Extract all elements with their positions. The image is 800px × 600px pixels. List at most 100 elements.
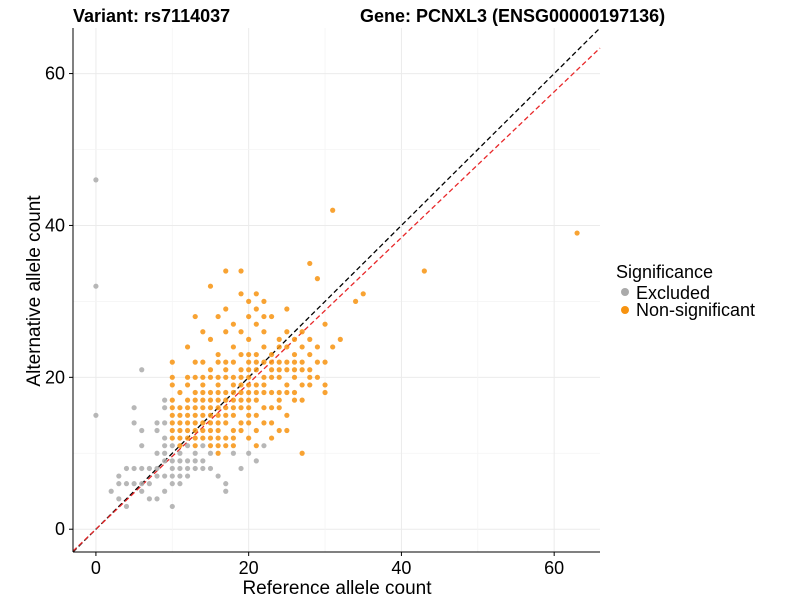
point-excluded — [131, 481, 137, 487]
point-non-significant — [215, 427, 221, 434]
point-non-significant — [192, 397, 198, 403]
point-non-significant — [230, 321, 236, 327]
point-non-significant — [215, 359, 221, 365]
point-non-significant — [184, 397, 191, 403]
point-non-significant — [246, 359, 252, 365]
point-non-significant — [215, 443, 221, 449]
point-non-significant — [253, 367, 259, 373]
point-non-significant — [238, 351, 244, 358]
point-non-significant — [230, 412, 236, 418]
point-non-significant — [261, 313, 267, 320]
point-non-significant — [253, 427, 259, 434]
point-non-significant — [284, 329, 290, 335]
point-excluded — [169, 465, 175, 472]
point-non-significant — [207, 412, 214, 418]
point-excluded — [154, 420, 160, 426]
point-non-significant — [299, 359, 305, 365]
point-excluded — [154, 473, 160, 479]
y-axis-label: Alternative allele count — [24, 195, 45, 387]
point-non-significant — [192, 359, 198, 365]
point-non-significant — [314, 344, 321, 350]
point-non-significant — [268, 389, 275, 396]
point-non-significant — [253, 359, 259, 365]
point-non-significant — [322, 382, 328, 388]
point-non-significant — [184, 374, 191, 380]
point-non-significant — [276, 367, 282, 373]
point-non-significant — [261, 374, 267, 380]
point-excluded — [162, 420, 168, 426]
point-non-significant — [253, 389, 259, 396]
point-non-significant — [207, 420, 214, 426]
point-non-significant — [177, 443, 183, 449]
point-non-significant — [184, 412, 191, 418]
point-non-significant — [284, 359, 290, 365]
point-non-significant — [223, 435, 229, 441]
point-non-significant — [246, 397, 252, 403]
point-non-significant — [238, 329, 244, 335]
point-non-significant — [246, 382, 252, 388]
point-non-significant — [246, 351, 252, 358]
point-non-significant — [261, 359, 267, 365]
point-excluded — [108, 488, 114, 494]
point-excluded — [131, 465, 137, 472]
point-excluded — [162, 488, 168, 494]
point-excluded — [192, 465, 198, 472]
point-non-significant — [253, 291, 259, 297]
point-excluded — [215, 473, 221, 479]
point-excluded — [177, 465, 183, 472]
point-non-significant — [207, 427, 214, 434]
point-excluded — [207, 465, 214, 472]
point-non-significant — [299, 450, 305, 456]
point-excluded — [162, 450, 168, 456]
point-non-significant — [207, 283, 214, 289]
point-non-significant — [215, 397, 221, 403]
point-non-significant — [307, 382, 313, 388]
point-non-significant — [192, 412, 198, 418]
point-non-significant — [261, 382, 267, 388]
point-non-significant — [230, 344, 236, 350]
legend-label-non-significant: Non-significant — [636, 300, 755, 320]
y-tick-label: 0 — [55, 519, 65, 539]
point-non-significant — [184, 427, 191, 434]
point-excluded — [223, 488, 229, 494]
x-tick-label: 60 — [544, 558, 564, 578]
point-non-significant — [223, 268, 229, 274]
point-non-significant — [246, 313, 252, 320]
point-excluded — [116, 481, 122, 487]
point-non-significant — [200, 374, 206, 380]
point-excluded — [192, 450, 198, 456]
point-excluded — [139, 481, 145, 487]
point-non-significant — [169, 420, 175, 426]
point-non-significant — [246, 405, 252, 411]
point-non-significant — [215, 389, 221, 396]
point-non-significant — [299, 344, 305, 350]
point-excluded — [146, 496, 152, 502]
point-non-significant — [299, 367, 305, 373]
point-non-significant — [177, 412, 183, 418]
point-excluded — [162, 458, 168, 464]
point-non-significant — [207, 367, 214, 373]
point-excluded — [246, 450, 252, 456]
point-excluded — [169, 503, 175, 510]
point-non-significant — [322, 321, 328, 327]
title-gene: Gene: PCNXL3 (ENSG00000197136) — [360, 6, 665, 26]
point-non-significant — [276, 389, 282, 396]
point-non-significant — [284, 412, 290, 418]
point-non-significant — [238, 427, 244, 434]
point-excluded — [238, 465, 244, 472]
point-non-significant — [200, 420, 206, 426]
point-non-significant — [268, 374, 275, 380]
point-excluded — [162, 473, 168, 479]
point-non-significant — [215, 374, 221, 380]
point-excluded — [146, 481, 152, 487]
point-non-significant — [284, 367, 290, 373]
point-non-significant — [238, 268, 244, 274]
point-non-significant — [200, 397, 206, 403]
point-non-significant — [200, 405, 206, 411]
point-excluded — [184, 458, 191, 464]
point-non-significant — [284, 389, 290, 396]
point-non-significant — [268, 359, 275, 365]
point-non-significant — [200, 329, 206, 335]
point-non-significant — [192, 374, 198, 380]
point-excluded — [162, 435, 168, 441]
